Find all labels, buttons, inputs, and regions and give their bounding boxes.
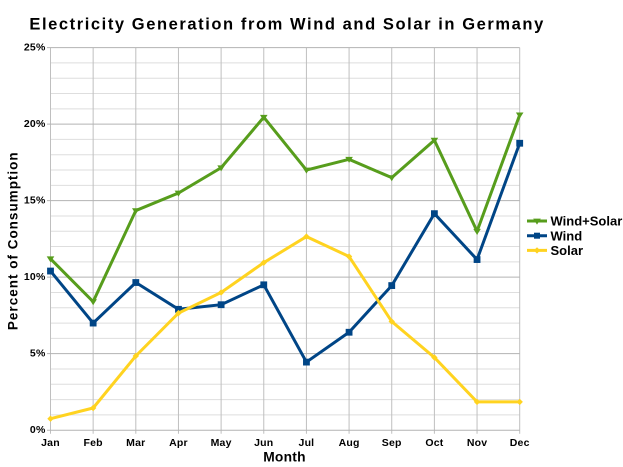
- svg-text:Wind: Wind: [551, 228, 583, 243]
- svg-text:Jan: Jan: [41, 437, 60, 449]
- svg-text:Dec: Dec: [510, 437, 530, 449]
- svg-text:Aug: Aug: [339, 437, 360, 449]
- svg-text:Percent of Consumption: Percent of Consumption: [5, 151, 20, 330]
- svg-text:Month: Month: [263, 450, 306, 465]
- svg-text:10%: 10%: [24, 271, 46, 283]
- svg-text:0%: 0%: [30, 424, 46, 436]
- svg-text:Wind+Solar: Wind+Solar: [551, 214, 623, 229]
- svg-text:15%: 15%: [24, 195, 46, 207]
- svg-text:20%: 20%: [24, 118, 46, 130]
- svg-text:Feb: Feb: [84, 437, 103, 449]
- svg-text:Mar: Mar: [126, 437, 145, 449]
- svg-text:25%: 25%: [24, 42, 46, 54]
- svg-text:Jul: Jul: [299, 437, 315, 449]
- svg-text:Oct: Oct: [425, 437, 443, 449]
- svg-text:5%: 5%: [30, 348, 46, 360]
- svg-text:Solar: Solar: [551, 243, 584, 258]
- svg-text:Electricity Generation from Wi: Electricity Generation from Wind and Sol…: [29, 15, 544, 33]
- svg-text:Jun: Jun: [254, 437, 273, 449]
- svg-text:Nov: Nov: [467, 437, 487, 449]
- svg-text:Sep: Sep: [382, 437, 402, 449]
- svg-text:May: May: [211, 437, 232, 449]
- svg-text:Apr: Apr: [169, 437, 188, 449]
